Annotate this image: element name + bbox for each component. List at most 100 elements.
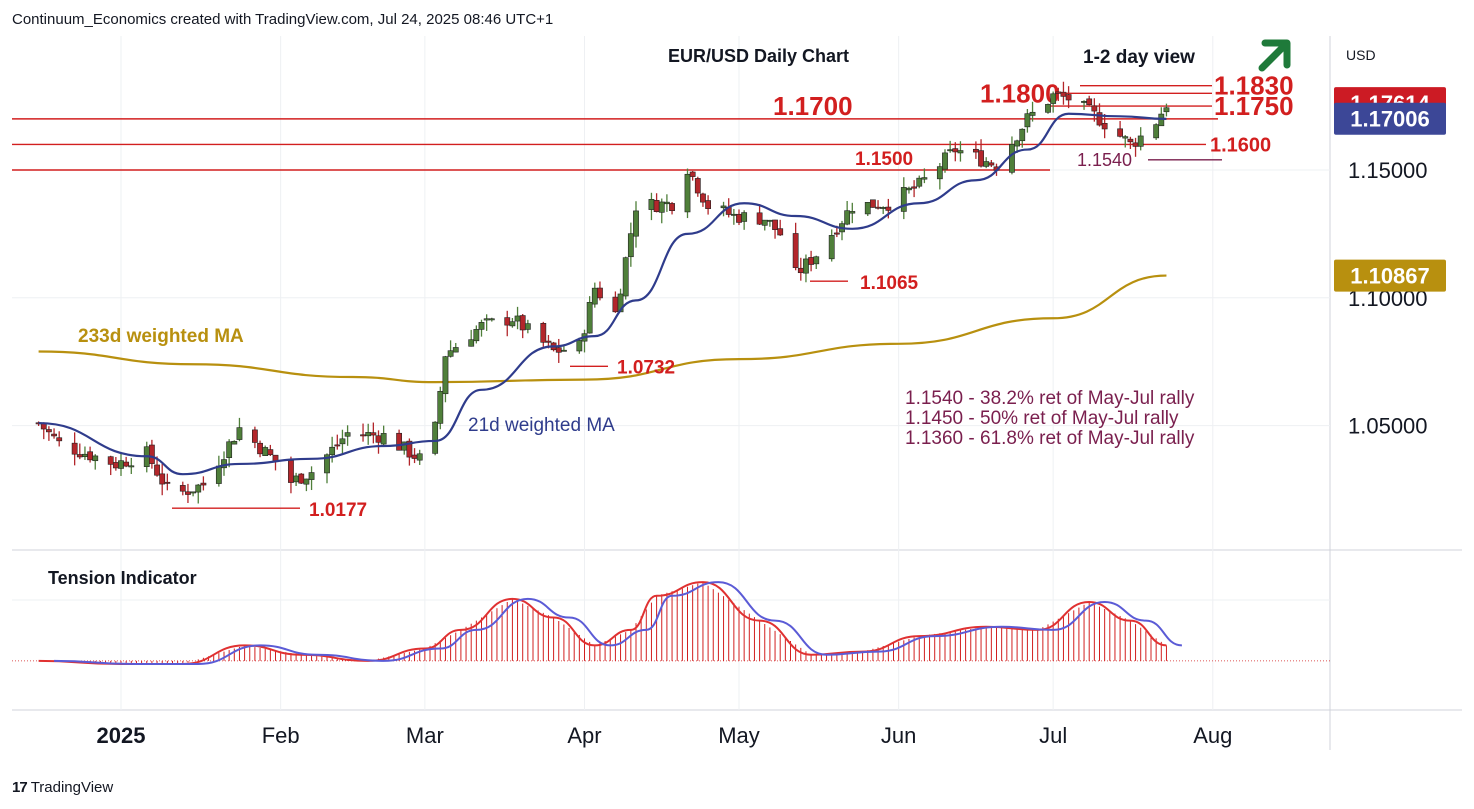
candle[interactable] xyxy=(1029,111,1036,116)
candle[interactable] xyxy=(360,434,366,437)
candle[interactable] xyxy=(545,340,552,343)
candle[interactable] xyxy=(406,440,413,458)
candle[interactable] xyxy=(576,340,583,352)
candle[interactable] xyxy=(957,150,964,154)
candle[interactable] xyxy=(741,212,748,222)
candle[interactable] xyxy=(51,433,57,437)
candle[interactable] xyxy=(1127,138,1134,143)
candle[interactable] xyxy=(488,318,495,321)
candle[interactable] xyxy=(308,472,315,480)
candle[interactable] xyxy=(118,460,124,469)
candle[interactable] xyxy=(633,210,639,237)
candle[interactable] xyxy=(478,322,485,330)
candle[interactable] xyxy=(344,432,351,437)
candle[interactable] xyxy=(504,317,511,326)
candle[interactable] xyxy=(154,464,160,476)
candle[interactable] xyxy=(437,391,444,424)
candle[interactable] xyxy=(828,235,835,260)
candle[interactable] xyxy=(1055,91,1062,94)
candle[interactable] xyxy=(756,212,763,225)
candle[interactable] xyxy=(1101,123,1108,130)
candle[interactable] xyxy=(221,459,227,469)
candle[interactable] xyxy=(669,203,675,211)
candle[interactable] xyxy=(519,315,526,331)
candle[interactable] xyxy=(983,161,990,167)
candle[interactable] xyxy=(1019,128,1026,142)
candle[interactable] xyxy=(447,350,454,357)
candle[interactable] xyxy=(988,162,995,166)
candle[interactable] xyxy=(833,232,840,235)
candle[interactable] xyxy=(1014,140,1020,147)
candle[interactable] xyxy=(911,186,917,189)
candle[interactable] xyxy=(705,200,711,209)
candle[interactable] xyxy=(648,199,655,210)
candle[interactable] xyxy=(766,219,773,222)
candle[interactable] xyxy=(56,437,63,442)
candle[interactable] xyxy=(1009,144,1015,173)
candle[interactable] xyxy=(432,421,439,454)
candle[interactable] xyxy=(916,177,923,187)
candle[interactable] xyxy=(473,329,480,342)
candle[interactable] xyxy=(720,205,727,209)
candle[interactable] xyxy=(370,432,377,436)
candle[interactable] xyxy=(226,441,233,458)
candle[interactable] xyxy=(612,296,619,313)
candle[interactable] xyxy=(179,485,186,492)
candle[interactable] xyxy=(92,455,99,462)
candle[interactable] xyxy=(730,213,737,216)
candle[interactable] xyxy=(1122,136,1129,139)
candle[interactable] xyxy=(663,201,670,205)
candle[interactable] xyxy=(1132,142,1139,147)
candle[interactable] xyxy=(267,449,274,456)
candle[interactable] xyxy=(365,432,372,437)
candle[interactable] xyxy=(87,451,93,461)
candle[interactable] xyxy=(149,444,155,464)
candle[interactable] xyxy=(658,201,665,213)
candle[interactable] xyxy=(128,465,135,468)
candle[interactable] xyxy=(777,228,784,236)
candle[interactable] xyxy=(380,433,387,445)
candle[interactable] xyxy=(1091,105,1098,112)
candle[interactable] xyxy=(978,150,984,167)
candle[interactable] xyxy=(200,482,207,486)
candle[interactable] xyxy=(159,473,166,485)
candle[interactable] xyxy=(591,287,598,305)
candle[interactable] xyxy=(215,465,222,484)
candle[interactable] xyxy=(123,461,130,467)
candle[interactable] xyxy=(71,442,78,455)
candle[interactable] xyxy=(880,207,887,209)
candle[interactable] xyxy=(761,219,768,226)
candle[interactable] xyxy=(288,460,294,483)
candle[interactable] xyxy=(906,187,912,191)
candle[interactable] xyxy=(1050,93,1057,104)
candle[interactable] xyxy=(293,475,299,483)
candle[interactable] xyxy=(942,152,948,170)
candle[interactable] xyxy=(329,446,336,456)
candle[interactable] xyxy=(560,349,567,352)
candle[interactable] xyxy=(257,442,263,455)
candle[interactable] xyxy=(947,149,954,152)
candle[interactable] xyxy=(653,200,660,212)
candle[interactable] xyxy=(849,211,856,214)
tradingview-watermark[interactable]: 17 TradingView xyxy=(12,779,113,796)
candle[interactable] xyxy=(112,462,119,469)
candle[interactable] xyxy=(509,321,516,327)
candle[interactable] xyxy=(808,257,814,265)
candle[interactable] xyxy=(555,347,562,353)
candle[interactable] xyxy=(324,454,330,474)
candle[interactable] xyxy=(236,427,243,440)
candle[interactable] xyxy=(627,233,634,258)
candle[interactable] xyxy=(797,267,804,274)
candle[interactable] xyxy=(772,219,778,230)
candle[interactable] xyxy=(298,473,305,484)
candle[interactable] xyxy=(700,193,706,203)
candle[interactable] xyxy=(684,173,691,213)
candle[interactable] xyxy=(1096,112,1103,126)
candle[interactable] xyxy=(864,202,871,215)
candle[interactable] xyxy=(107,456,114,465)
candle[interactable] xyxy=(375,435,382,443)
candle[interactable] xyxy=(190,491,196,494)
candle[interactable] xyxy=(524,323,531,330)
candle[interactable] xyxy=(468,339,475,347)
